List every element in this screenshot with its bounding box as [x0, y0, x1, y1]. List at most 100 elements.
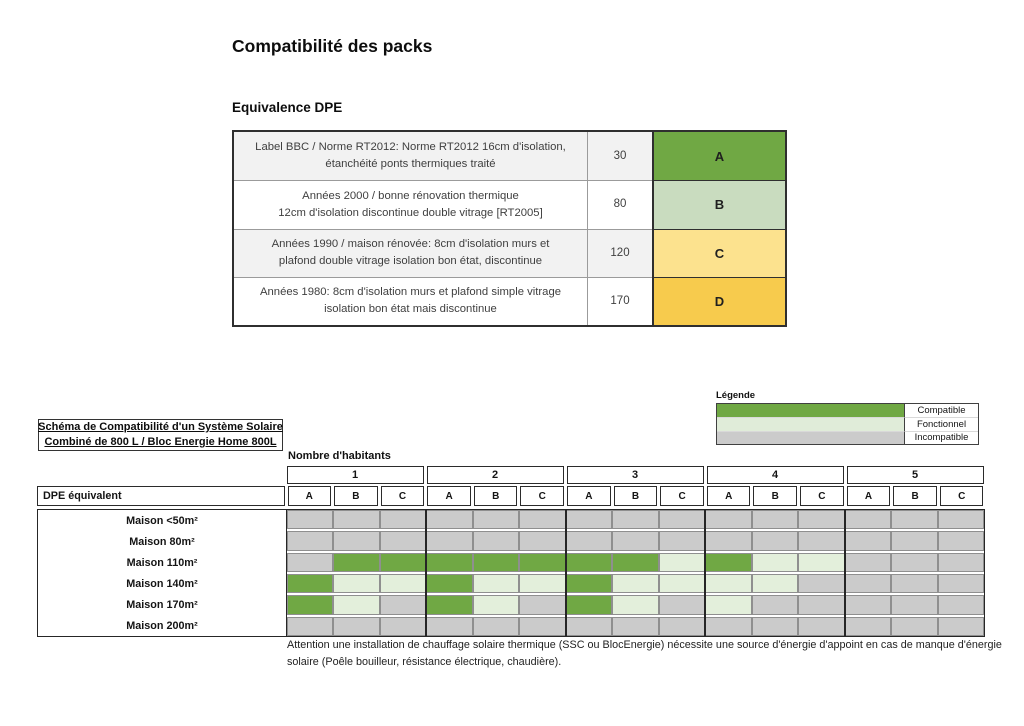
matrix-cell — [379, 595, 427, 615]
matrix-subcolumn-header: B — [473, 486, 518, 506]
matrix-cell — [658, 510, 706, 530]
legend-label: Incompatible — [904, 430, 978, 444]
legend-swatch-compatible — [717, 404, 904, 418]
dpe-description-line: 12cm d'isolation discontinue double vitr… — [278, 206, 543, 219]
matrix-cell — [472, 574, 520, 594]
matrix-cell — [519, 574, 566, 594]
matrix-cell — [519, 616, 566, 636]
dpe-value: 30 — [588, 132, 652, 181]
dpe-description: Label BBC / Norme RT2012: Norme RT2012 1… — [234, 132, 588, 181]
matrix-row-label: Maison <50m² — [126, 514, 198, 527]
matrix-cell — [472, 552, 520, 572]
matrix-group-separator — [564, 510, 567, 636]
matrix-cell — [798, 616, 845, 636]
matrix-cell — [937, 510, 984, 530]
schema-title-box: Schéma de Compatibilité d'un Système Sol… — [38, 419, 283, 451]
matrix-cell — [844, 616, 892, 636]
matrix-cell — [844, 574, 892, 594]
dpe-equivalence-table: Label BBC / Norme RT2012: Norme RT2012 1… — [232, 130, 787, 327]
matrix-group-separator — [843, 510, 846, 636]
matrix-cell — [844, 595, 892, 615]
matrix-cell — [705, 531, 752, 551]
matrix-cell — [751, 552, 799, 572]
matrix-cell — [519, 595, 566, 615]
matrix-subcolumn-header: A — [706, 486, 751, 506]
matrix-cell — [844, 552, 892, 572]
matrix-subcolumn-header: A — [846, 486, 891, 506]
matrix-group-header: 1 — [286, 466, 424, 484]
dpe-description-line: isolation bon état mais discontinue — [324, 303, 497, 316]
dpe-grade-cell: C — [652, 228, 785, 277]
dpe-description-line: Années 2000 / bonne rénovation thermique — [302, 189, 519, 202]
matrix-cell — [891, 574, 938, 594]
dpe-description-line: étanchéité ponts thermiques traité — [325, 158, 496, 171]
matrix-cell — [379, 616, 427, 636]
matrix-cell — [287, 531, 334, 551]
matrix-cell — [287, 510, 334, 530]
matrix-cell — [844, 531, 892, 551]
legend-label: Compatible — [904, 404, 978, 418]
matrix-cell — [937, 531, 984, 551]
matrix-row-label: Maison 80m² — [129, 535, 195, 548]
matrix-cell — [426, 574, 473, 594]
matrix-cell — [937, 616, 984, 636]
matrix-cell — [798, 595, 845, 615]
matrix-cell — [705, 574, 752, 594]
matrix-cell — [565, 552, 613, 572]
dpe-description-line: Label BBC / Norme RT2012: Norme RT2012 1… — [255, 141, 566, 154]
dpe-value: 120 — [588, 228, 652, 277]
matrix-cell — [751, 531, 799, 551]
matrix-cell — [891, 531, 938, 551]
matrix-cell — [844, 510, 892, 530]
matrix-cell — [891, 616, 938, 636]
matrix-cell — [333, 552, 380, 572]
matrix-grid-wrap — [286, 510, 984, 636]
footer-note-line: Attention une installation de chauffage … — [287, 639, 1002, 651]
page-title: Compatibilité des packs — [232, 36, 433, 56]
matrix-cell — [426, 595, 473, 615]
matrix-cell — [798, 510, 845, 530]
matrix-cell — [937, 595, 984, 615]
dpe-value: 170 — [588, 276, 652, 325]
matrix-group-header: 5 — [846, 466, 984, 484]
matrix-cell — [565, 531, 613, 551]
matrix-cell — [287, 552, 334, 572]
matrix-cell — [705, 510, 752, 530]
dpe-description-line: plafond double vitrage isolation bon éta… — [278, 255, 543, 268]
matrix-cell — [658, 574, 706, 594]
matrix-cell — [565, 510, 613, 530]
matrix-cell — [751, 510, 799, 530]
matrix-subcolumn-header: C — [380, 486, 425, 506]
matrix-cell — [565, 574, 613, 594]
dpe-description: Années 2000 / bonne rénovation thermique… — [234, 180, 588, 229]
matrix-subcolumn-header: C — [660, 486, 704, 506]
matrix-cell — [333, 574, 380, 594]
matrix-subcolumn-header: B — [613, 486, 658, 506]
dpe-description: Années 1990 / maison rénovée: 8cm d'isol… — [234, 228, 588, 277]
matrix-subcolumn-header: A — [427, 486, 471, 506]
matrix-cell — [891, 552, 938, 572]
matrix-subcolumn-header: C — [520, 486, 565, 506]
matrix-cell — [333, 531, 380, 551]
matrix-subcolumn-header: C — [939, 486, 984, 506]
matrix-cell — [612, 510, 659, 530]
matrix-group-separator — [704, 510, 707, 636]
legend-box: Compatible Fonctionnel Incompatible — [716, 403, 979, 445]
matrix-cell — [287, 574, 334, 594]
matrix-cell — [426, 616, 473, 636]
matrix-grid — [287, 510, 984, 636]
matrix-cell — [612, 531, 659, 551]
matrix-cell — [705, 552, 752, 572]
matrix-cell — [751, 616, 799, 636]
matrix-cell — [379, 510, 427, 530]
matrix-cell — [519, 510, 566, 530]
matrix-cell — [565, 616, 613, 636]
schema-title-line: Combiné de 800 L / Bloc Energie Home 800… — [44, 436, 277, 448]
matrix-subcolumn-header: B — [893, 486, 937, 506]
matrix-cell — [519, 552, 566, 572]
matrix-subheader-row: DPE équivalent A B C A B C A B C A B C A B C — [37, 486, 985, 506]
footer-note-line: solaire (Poêle bouilleur, résistance éle… — [287, 656, 562, 669]
legend-title: Légende — [716, 390, 756, 401]
dpe-description-line: Années 1990 / maison rénovée: 8cm d'isol… — [271, 238, 550, 251]
